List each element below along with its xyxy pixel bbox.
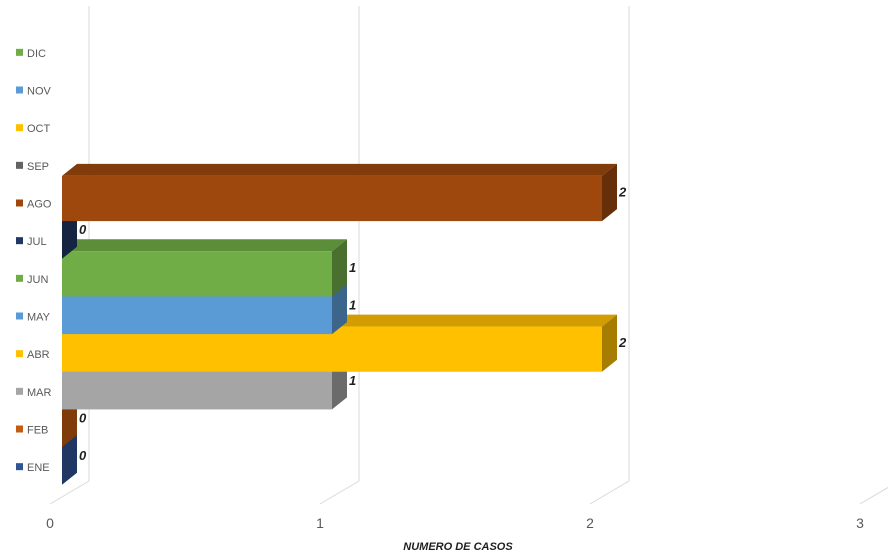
data-label-ago: 2 [618, 185, 627, 200]
legend-swatch [16, 161, 23, 169]
data-label-may: 1 [349, 298, 356, 313]
data-label-jul: 0 [79, 222, 87, 237]
data-label-mar: 1 [349, 373, 356, 388]
legend-swatch [16, 274, 23, 282]
data-label-abr: 2 [618, 335, 627, 350]
legend-swatch [16, 312, 23, 320]
bar-front-face [62, 175, 602, 222]
legend-item-may: MAY [16, 312, 51, 324]
legend-swatch [16, 387, 23, 395]
legend-item-jul: JUL [16, 236, 47, 248]
legend-label: FEB [27, 425, 48, 437]
legend-item-sep: SEP [16, 161, 49, 173]
x-tick-label-1: 1 [316, 515, 324, 531]
legend-label: SEP [27, 161, 49, 173]
bar-end-face [602, 314, 617, 372]
x-axis-title: NUMERO DE CASOS [403, 541, 513, 553]
bar-top-face [62, 239, 347, 252]
legend-swatch [16, 425, 23, 433]
legend-label: ENE [27, 462, 50, 474]
legend-item-oct: OCT [16, 123, 51, 135]
bar-ago [62, 163, 617, 222]
legend-label: JUN [27, 274, 48, 286]
legend-swatch [16, 86, 23, 94]
legend-swatch [16, 463, 23, 471]
legend-swatch [16, 237, 23, 245]
legend-label: OCT [27, 123, 51, 135]
legend-item-ago: AGO [16, 199, 52, 211]
data-label-ene: 0 [79, 448, 87, 463]
bar-jun [62, 239, 347, 297]
legend-item-dic: DIC [16, 48, 46, 60]
bars [62, 163, 617, 485]
legend-swatch [16, 124, 23, 132]
legend-swatch [16, 199, 23, 207]
legend-item-abr: ABR [16, 349, 50, 361]
legend-item-nov: NOV [16, 86, 52, 98]
gridline-floor-0 [49, 480, 90, 505]
legend-label: NOV [27, 86, 52, 98]
legend-label: JUL [27, 236, 47, 248]
x-tick-label-2: 2 [586, 515, 594, 531]
bar-front-face [62, 251, 332, 297]
gridline-floor-3 [859, 486, 888, 505]
legend-label: AGO [27, 199, 52, 211]
bar-end-face [602, 163, 617, 222]
x-axis-ticks: 0 1 2 3 [46, 515, 864, 531]
legend-item-feb: FEB [16, 425, 48, 437]
bar-end-face [332, 239, 347, 297]
data-label-jun: 1 [349, 260, 356, 275]
gridline-floor-2 [589, 480, 630, 505]
x-tick-label-0: 0 [46, 515, 54, 531]
data-labels: 0 0 1 2 1 1 0 2 [79, 185, 627, 464]
legend-swatch [16, 350, 23, 358]
legend: ENE FEB MAR ABR MAY JUN JUL AGO SEP OCT NOV DIC [16, 48, 52, 474]
legend-item-mar: MAR [16, 387, 52, 399]
x-tick-label-3: 3 [856, 515, 864, 531]
legend-item-ene: ENE [16, 462, 50, 474]
bar-top-face [62, 163, 617, 176]
legend-label: MAY [27, 312, 51, 324]
legend-item-jun: JUN [16, 274, 48, 286]
data-label-feb: 0 [79, 411, 87, 426]
legend-swatch [16, 48, 23, 56]
gridline-floor-1 [319, 480, 360, 505]
legend-label: MAR [27, 387, 52, 399]
legend-label: ABR [27, 349, 50, 361]
legend-label: DIC [27, 48, 46, 60]
